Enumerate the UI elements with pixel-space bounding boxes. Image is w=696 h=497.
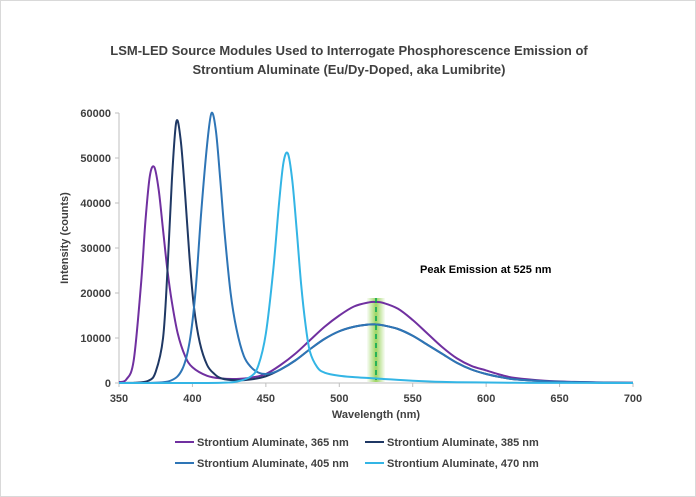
y-tick-label: 40000 bbox=[80, 198, 111, 210]
chart-title-line2: Strontium Aluminate (Eu/Dy-Doped, aka Lu… bbox=[193, 62, 506, 77]
legend-label-4: Strontium Aluminate, 470 nm bbox=[387, 458, 539, 470]
series-line-1 bbox=[118, 165, 634, 384]
series-line-3 bbox=[118, 111, 634, 384]
x-tick-label: 350 bbox=[110, 393, 128, 405]
x-tick-label: 700 bbox=[624, 393, 642, 405]
x-tick-label: 650 bbox=[550, 393, 568, 405]
series-lines bbox=[118, 111, 634, 385]
peak-annotation: Peak Emission at 525 nm bbox=[420, 264, 552, 276]
peak-highlight bbox=[367, 298, 385, 382]
y-tick-label: 20000 bbox=[80, 288, 111, 300]
y-axis-title: Intensity (counts) bbox=[59, 192, 71, 284]
axes: 350 400 450 500 550 600 650 700 0 10000 20000 30000… bbox=[80, 108, 642, 405]
peak-highlight-band bbox=[367, 298, 385, 382]
x-tick-label: 550 bbox=[404, 393, 422, 405]
legend-label-1: Strontium Aluminate, 365 nm bbox=[197, 437, 349, 449]
y-tick-label: 50000 bbox=[80, 153, 111, 165]
x-tick-label: 450 bbox=[257, 393, 275, 405]
x-tick-label: 400 bbox=[183, 393, 201, 405]
y-tick-label: 60000 bbox=[80, 108, 111, 120]
y-tick-label: 30000 bbox=[80, 243, 111, 255]
y-tick-label: 10000 bbox=[80, 333, 111, 345]
legend-label-3: Strontium Aluminate, 405 nm bbox=[197, 458, 349, 470]
x-axis-title: Wavelength (nm) bbox=[332, 409, 421, 421]
series-line-4 bbox=[119, 151, 634, 385]
x-tick-label: 600 bbox=[477, 393, 495, 405]
chart-title-line1: LSM-LED Source Modules Used to Interroga… bbox=[110, 43, 588, 58]
y-tick-label: 0 bbox=[105, 378, 111, 390]
x-tick-label: 500 bbox=[330, 393, 348, 405]
legend-label-2: Strontium Aluminate, 385 nm bbox=[387, 437, 539, 449]
legend: Strontium Aluminate, 365 nm Strontium Alu… bbox=[175, 437, 539, 470]
